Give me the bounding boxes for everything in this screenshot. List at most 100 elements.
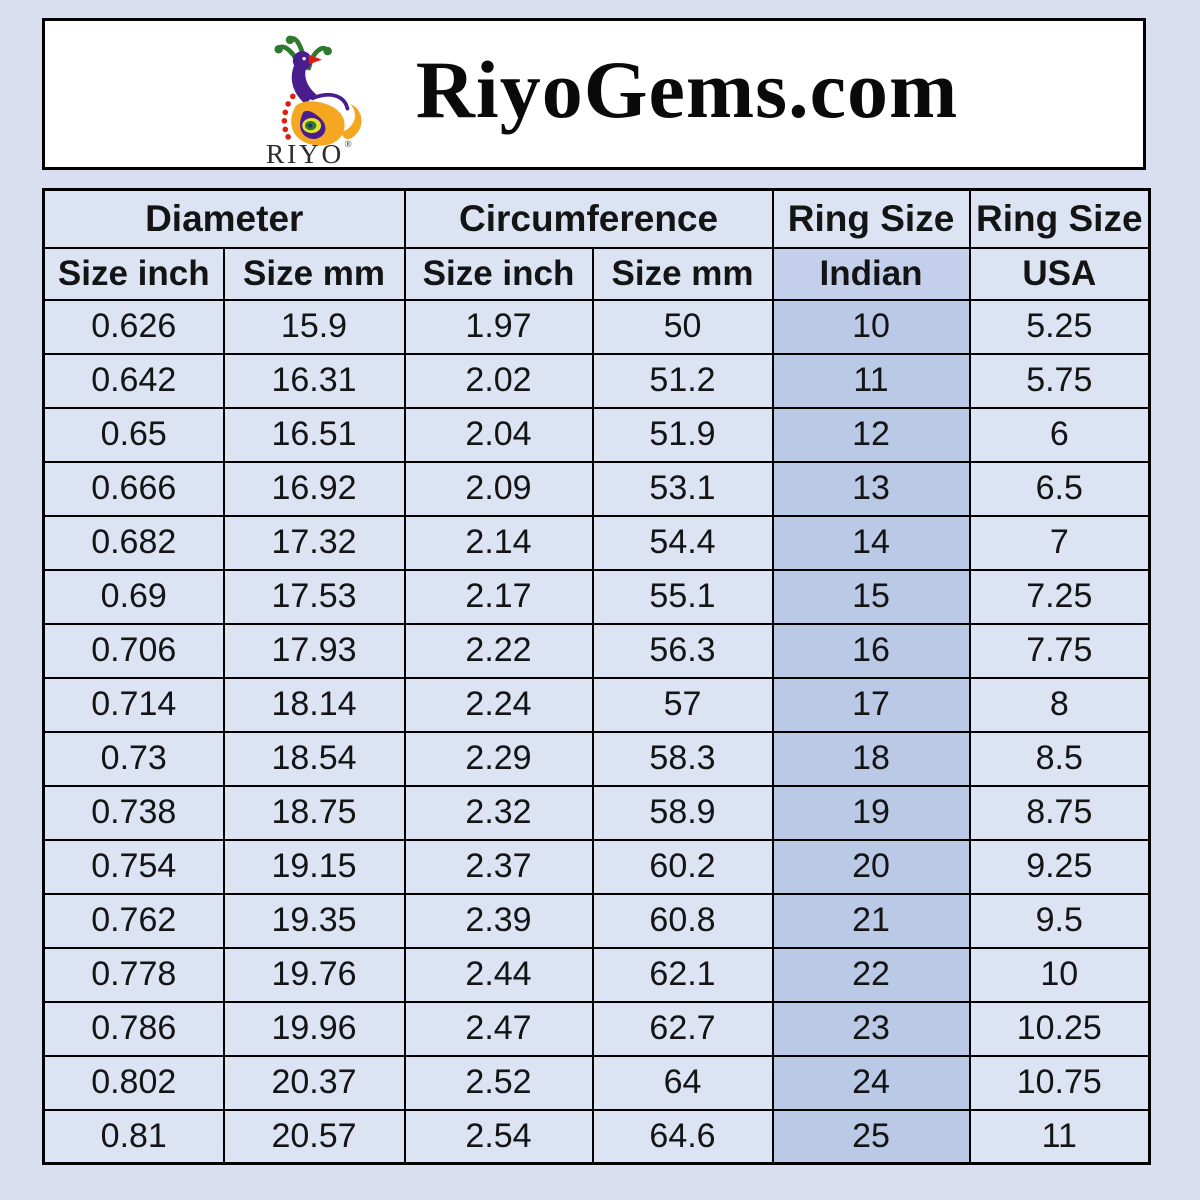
cell-ring-size-indian: 20 (771, 838, 971, 895)
table-body: 0.626 15.9 1.97 50 10 5.25 0.642 16.31 2.02 51.2 1… (42, 298, 1151, 1165)
table-row: 0.778 19.76 2.44 62.1 22 10 (42, 946, 1151, 1003)
cell-diameter-size-inch: 0.626 (42, 298, 225, 355)
header-banner: RIYO ® RiyoGems.com (42, 18, 1146, 170)
cell-circumference-size-inch: 2.24 (403, 676, 594, 733)
table-row: 0.81 20.57 2.54 64.6 25 11 (42, 1108, 1151, 1165)
table-row: 0.738 18.75 2.32 58.9 19 8.75 (42, 784, 1151, 841)
cell-diameter-size-inch: 0.738 (42, 784, 225, 841)
cell-ring-size-indian: 13 (771, 460, 971, 517)
cell-diameter-size-inch: 0.642 (42, 352, 225, 409)
cell-diameter-size-inch: 0.73 (42, 730, 225, 787)
riyo-logo: RIYO ® (230, 21, 382, 169)
cell-ring-size-usa: 11 (968, 1108, 1151, 1165)
cell-circumference-size-mm: 58.3 (591, 730, 774, 787)
column-header-usa: USA (968, 246, 1151, 301)
cell-ring-size-usa: 8.75 (968, 784, 1151, 841)
cell-ring-size-usa: 7.25 (968, 568, 1151, 625)
cell-circumference-size-mm: 62.1 (591, 946, 774, 1003)
cell-diameter-size-inch: 0.682 (42, 514, 225, 571)
cell-circumference-size-mm: 60.2 (591, 838, 774, 895)
cell-diameter-size-inch: 0.778 (42, 946, 225, 1003)
cell-circumference-size-mm: 51.2 (591, 352, 774, 409)
cell-circumference-size-inch: 2.02 (403, 352, 594, 409)
cell-diameter-size-inch: 0.69 (42, 568, 225, 625)
cell-ring-size-usa: 9.25 (968, 838, 1151, 895)
cell-diameter-size-mm: 20.57 (222, 1108, 406, 1165)
cell-circumference-size-mm: 64.6 (591, 1108, 774, 1165)
cell-circumference-size-mm: 53.1 (591, 460, 774, 517)
cell-ring-size-usa: 7 (968, 514, 1151, 571)
cell-ring-size-indian: 15 (771, 568, 971, 625)
cell-ring-size-indian: 18 (771, 730, 971, 787)
cell-ring-size-usa: 8.5 (968, 730, 1151, 787)
cell-ring-size-indian: 12 (771, 406, 971, 463)
cell-ring-size-indian: 23 (771, 1000, 971, 1057)
cell-ring-size-usa: 10 (968, 946, 1151, 1003)
cell-diameter-size-mm: 17.53 (222, 568, 406, 625)
column-header-diameter-size-mm: Size mm (222, 246, 406, 301)
table-row: 0.69 17.53 2.17 55.1 15 7.25 (42, 568, 1151, 625)
cell-diameter-size-mm: 19.96 (222, 1000, 406, 1057)
cell-circumference-size-inch: 2.29 (403, 730, 594, 787)
cell-ring-size-usa: 5.25 (968, 298, 1151, 355)
cell-diameter-size-inch: 0.65 (42, 406, 225, 463)
cell-diameter-size-inch: 0.666 (42, 460, 225, 517)
cell-diameter-size-mm: 19.15 (222, 838, 406, 895)
column-header-indian: Indian (771, 246, 971, 301)
cell-ring-size-usa: 7.75 (968, 622, 1151, 679)
cell-circumference-size-inch: 2.47 (403, 1000, 594, 1057)
cell-ring-size-usa: 6.5 (968, 460, 1151, 517)
cell-circumference-size-inch: 2.44 (403, 946, 594, 1003)
cell-ring-size-indian: 11 (771, 352, 971, 409)
registered-trademark-symbol: ® (344, 139, 351, 150)
cell-circumference-size-inch: 2.52 (403, 1054, 594, 1111)
cell-diameter-size-mm: 15.9 (222, 298, 406, 355)
cell-ring-size-indian: 19 (771, 784, 971, 841)
table-row: 0.682 17.32 2.14 54.4 14 7 (42, 514, 1151, 571)
table-row: 0.65 16.51 2.04 51.9 12 6 (42, 406, 1151, 463)
cell-circumference-size-mm: 54.4 (591, 514, 774, 571)
table-row: 0.714 18.14 2.24 57 17 8 (42, 676, 1151, 733)
table-row: 0.754 19.15 2.37 60.2 20 9.25 (42, 838, 1151, 895)
cell-diameter-size-mm: 18.54 (222, 730, 406, 787)
column-header-circumference-size-mm: Size mm (591, 246, 774, 301)
cell-ring-size-indian: 22 (771, 946, 971, 1003)
cell-diameter-size-inch: 0.762 (42, 892, 225, 949)
cell-diameter-size-inch: 0.81 (42, 1108, 225, 1165)
cell-ring-size-usa: 10.25 (968, 1000, 1151, 1057)
table-row: 0.706 17.93 2.22 56.3 16 7.75 (42, 622, 1151, 679)
ring-size-table: Diameter Circumference Ring Size Ring Si… (42, 188, 1152, 1165)
cell-diameter-size-mm: 17.93 (222, 622, 406, 679)
group-header-ring-size-usa: Ring Size (968, 188, 1151, 249)
cell-circumference-size-inch: 2.17 (403, 568, 594, 625)
cell-circumference-size-mm: 51.9 (591, 406, 774, 463)
cell-circumference-size-mm: 55.1 (591, 568, 774, 625)
cell-ring-size-usa: 6 (968, 406, 1151, 463)
cell-diameter-size-inch: 0.714 (42, 676, 225, 733)
cell-diameter-size-mm: 16.31 (222, 352, 406, 409)
cell-ring-size-indian: 17 (771, 676, 971, 733)
table-row: 0.73 18.54 2.29 58.3 18 8.5 (42, 730, 1151, 787)
cell-ring-size-indian: 14 (771, 514, 971, 571)
cell-diameter-size-inch: 0.786 (42, 1000, 225, 1057)
group-header-ring-size-indian: Ring Size (771, 188, 971, 249)
cell-circumference-size-inch: 2.32 (403, 784, 594, 841)
cell-circumference-size-inch: 2.37 (403, 838, 594, 895)
table-row: 0.802 20.37 2.52 64 24 10.75 (42, 1054, 1151, 1111)
cell-ring-size-indian: 25 (771, 1108, 971, 1165)
cell-circumference-size-mm: 58.9 (591, 784, 774, 841)
cell-ring-size-usa: 9.5 (968, 892, 1151, 949)
cell-diameter-size-mm: 19.76 (222, 946, 406, 1003)
cell-ring-size-indian: 10 (771, 298, 971, 355)
cell-circumference-size-inch: 1.97 (403, 298, 594, 355)
cell-diameter-size-inch: 0.802 (42, 1054, 225, 1111)
cell-diameter-size-mm: 20.37 (222, 1054, 406, 1111)
cell-circumference-size-inch: 2.04 (403, 406, 594, 463)
table-row: 0.666 16.92 2.09 53.1 13 6.5 (42, 460, 1151, 517)
cell-ring-size-indian: 16 (771, 622, 971, 679)
table-column-header-row: Size inch Size mm Size inch Size mm Indi… (42, 246, 1151, 301)
cell-diameter-size-mm: 19.35 (222, 892, 406, 949)
cell-diameter-size-inch: 0.706 (42, 622, 225, 679)
cell-ring-size-usa: 8 (968, 676, 1151, 733)
cell-ring-size-usa: 10.75 (968, 1054, 1151, 1111)
